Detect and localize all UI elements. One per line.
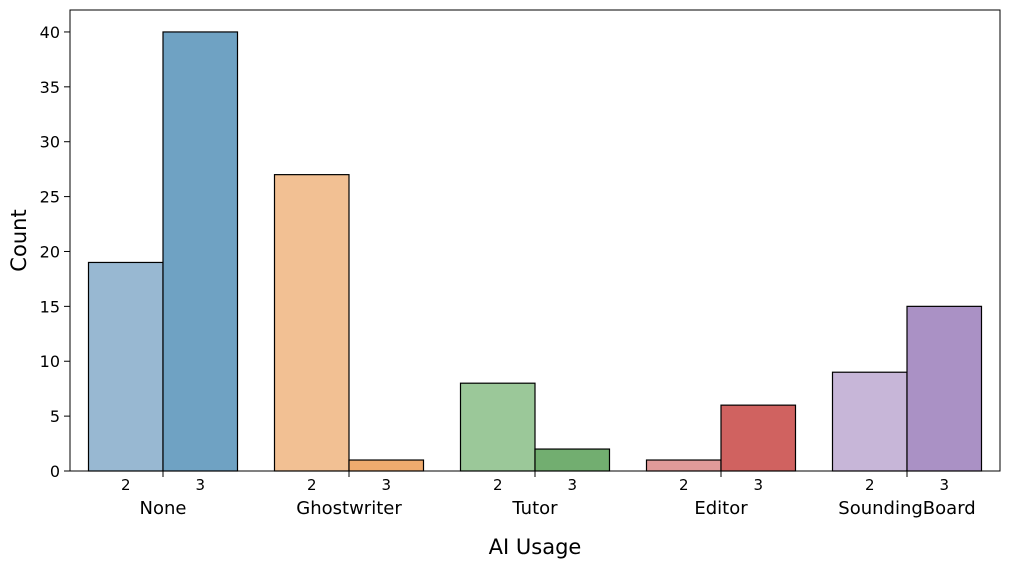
category-label: SoundingBoard bbox=[838, 498, 975, 519]
y-tick-label: 35 bbox=[40, 78, 60, 97]
bar-tutor-2 bbox=[459, 382, 536, 472]
sub-category-label: 3 bbox=[939, 476, 949, 494]
y-tick-label: 25 bbox=[40, 188, 60, 207]
sub-category-label: 2 bbox=[121, 476, 131, 494]
sub-category-label: 2 bbox=[865, 476, 875, 494]
y-tick-label: 40 bbox=[40, 23, 60, 42]
sub-category-label: 3 bbox=[753, 476, 763, 494]
bar-soundingboard-3 bbox=[906, 305, 983, 472]
category-label: None bbox=[140, 498, 187, 519]
bar-none-3 bbox=[162, 31, 239, 472]
y-axis-title: Count bbox=[7, 209, 31, 271]
y-tick-label: 0 bbox=[50, 462, 60, 481]
bars-layer bbox=[87, 31, 983, 472]
sub-category-label: 3 bbox=[195, 476, 205, 494]
y-tick-label: 15 bbox=[40, 297, 60, 316]
sub-category-label: 3 bbox=[381, 476, 391, 494]
y-axis: 0 5 10 15 20 25 30 35 40 bbox=[40, 23, 70, 481]
x-axis: 2 3 None 2 3 Ghostwriter 2 3 Tutor 2 3 Editor 2 3 Soun… bbox=[121, 471, 976, 519]
sub-category-label: 2 bbox=[679, 476, 689, 494]
y-tick-label: 20 bbox=[40, 242, 60, 261]
bar-none-2 bbox=[87, 261, 164, 472]
bar-tutor-3 bbox=[534, 448, 611, 472]
bar-soundingboard-2 bbox=[831, 371, 908, 472]
bar-editor-3 bbox=[720, 404, 797, 472]
bar-editor-2 bbox=[645, 459, 722, 472]
sub-category-label: 2 bbox=[493, 476, 503, 494]
sub-category-label: 3 bbox=[567, 476, 577, 494]
y-tick-label: 10 bbox=[40, 352, 60, 371]
sub-category-label: 2 bbox=[307, 476, 317, 494]
x-axis-title: AI Usage bbox=[489, 535, 582, 559]
category-label: Ghostwriter bbox=[296, 498, 402, 519]
bar-ghostwriter-2 bbox=[273, 174, 350, 472]
category-label: Tutor bbox=[511, 498, 558, 519]
y-tick-label: 30 bbox=[40, 133, 60, 152]
y-tick-label: 5 bbox=[50, 407, 60, 426]
bar-ghostwriter-3 bbox=[348, 459, 425, 472]
category-label: Editor bbox=[694, 498, 748, 519]
